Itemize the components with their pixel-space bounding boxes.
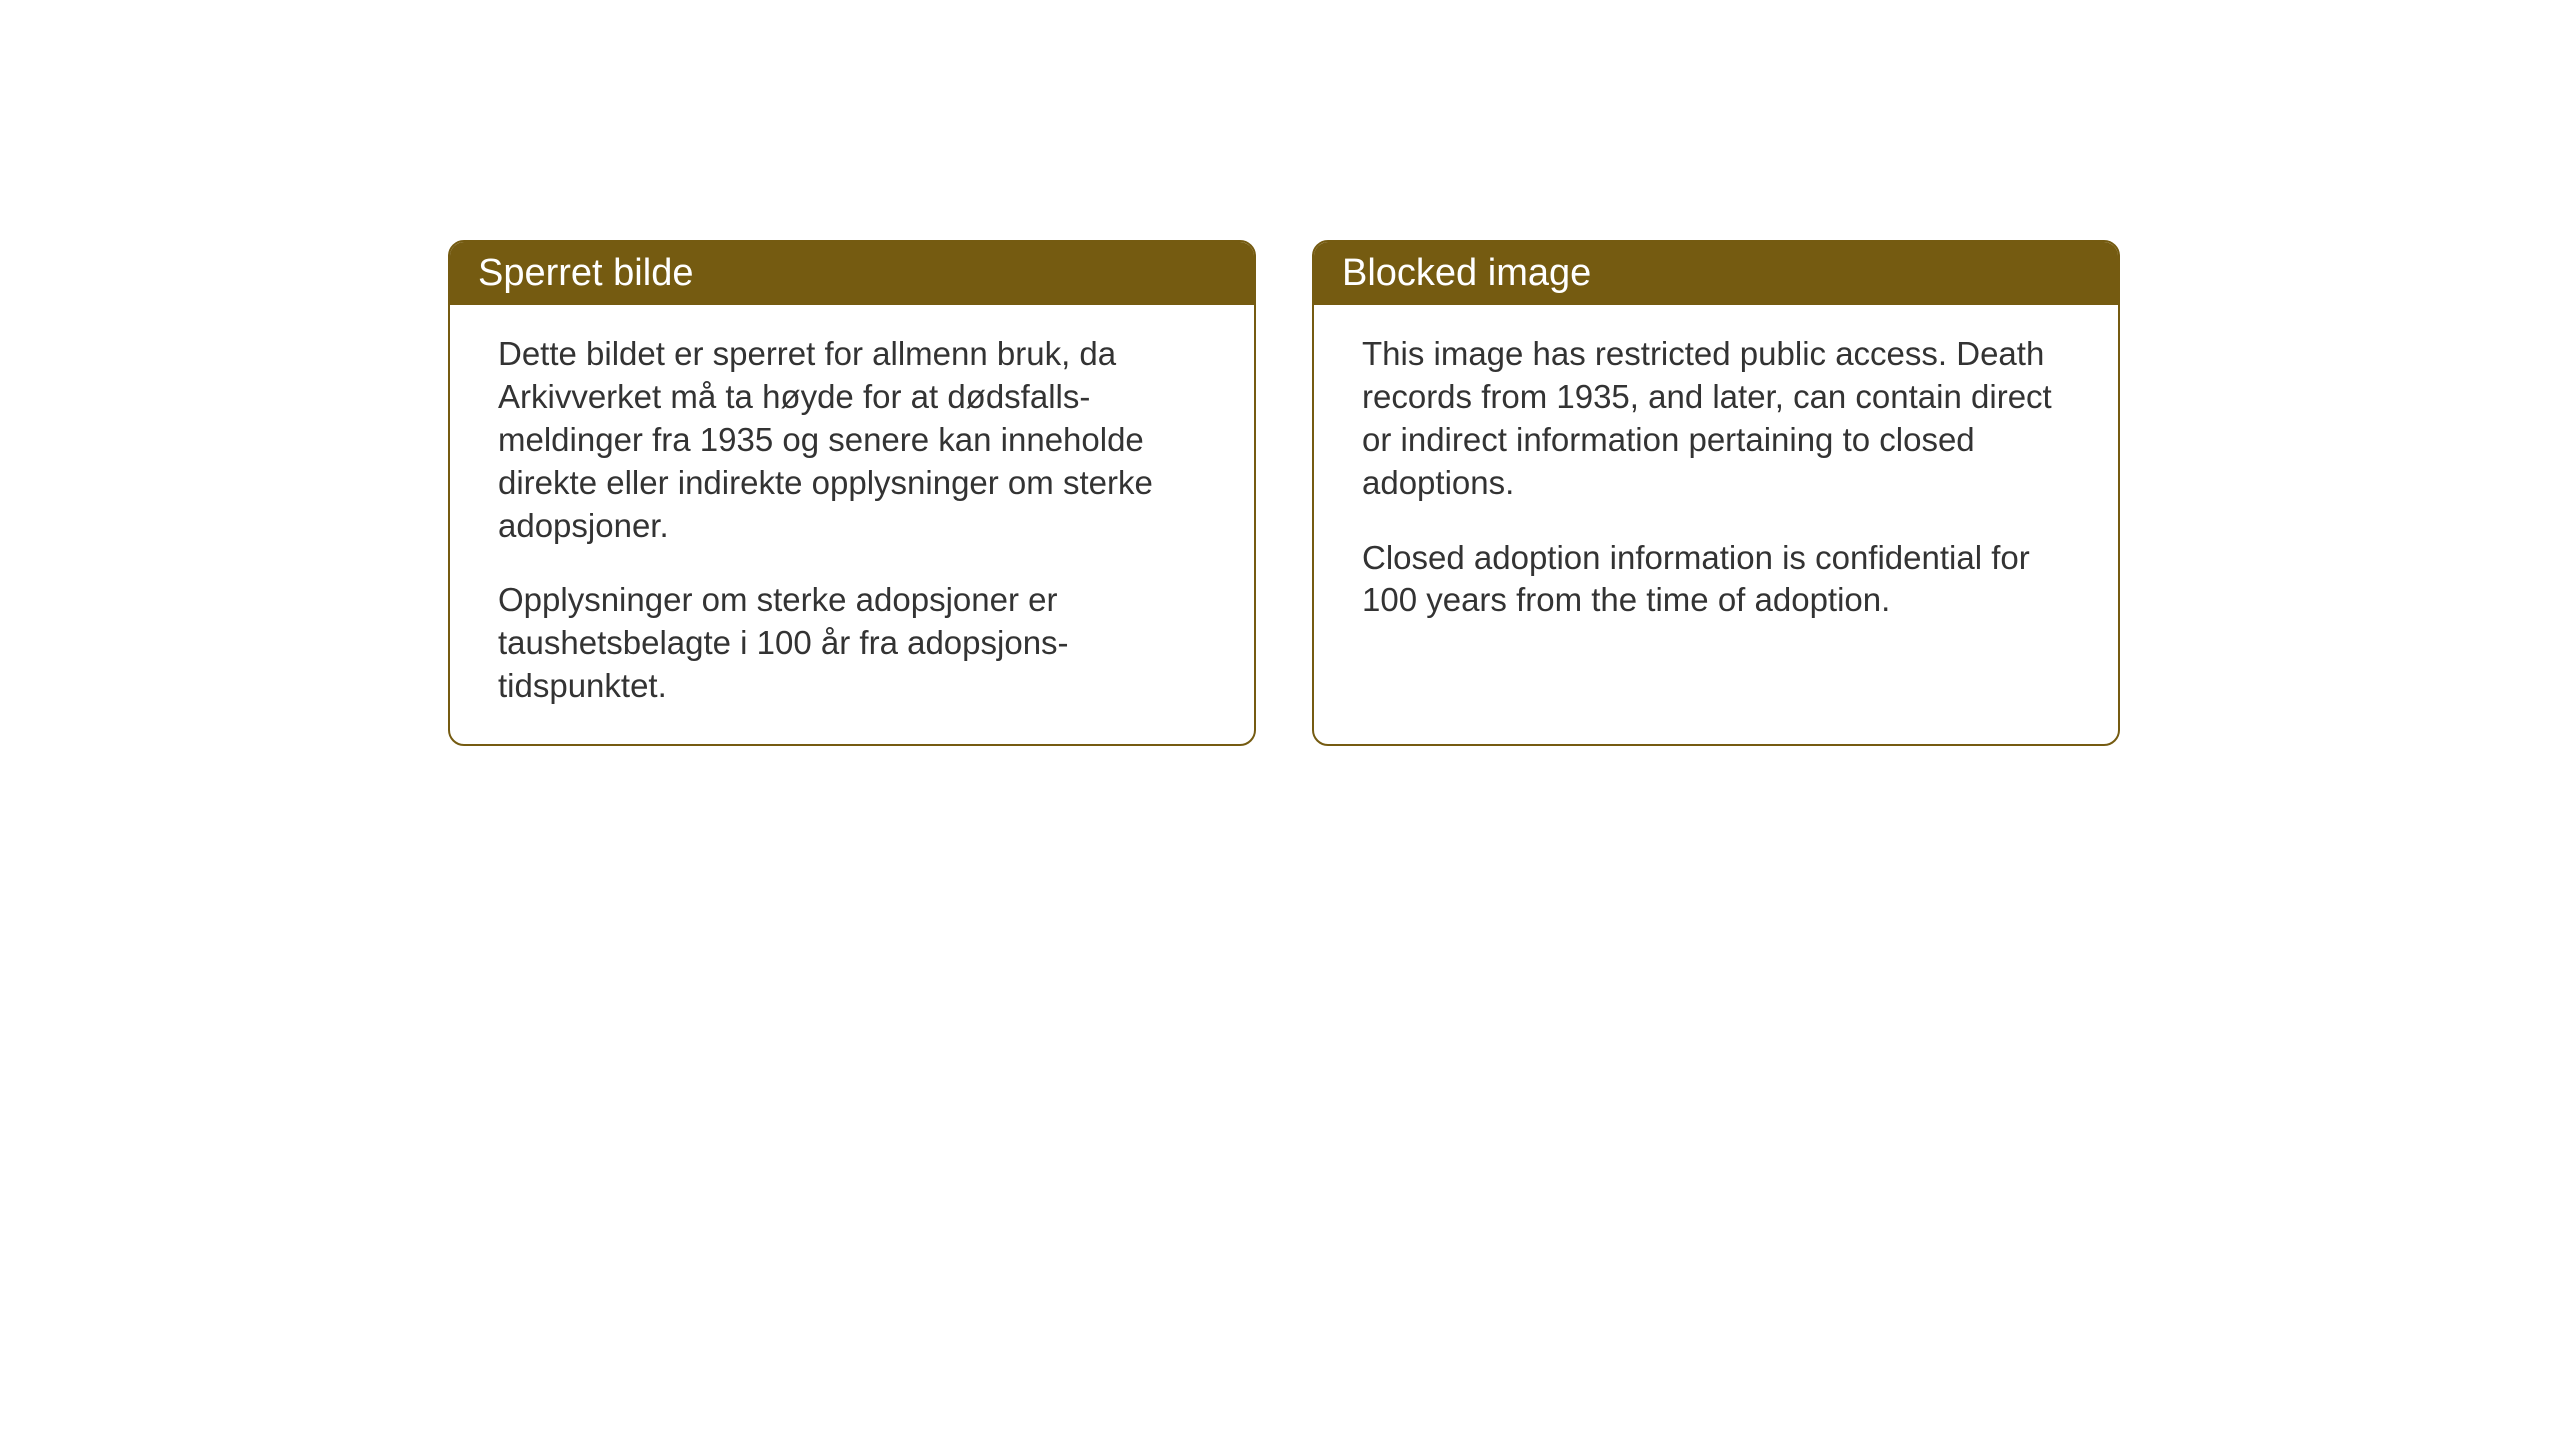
notice-card-norwegian: Sperret bilde Dette bildet er sperret fo… <box>448 240 1256 746</box>
card-header-english: Blocked image <box>1314 242 2118 305</box>
card-paragraph-1-english: This image has restricted public access.… <box>1362 333 2070 505</box>
card-paragraph-2-english: Closed adoption information is confident… <box>1362 537 2070 623</box>
card-paragraph-1-norwegian: Dette bildet er sperret for allmenn bruk… <box>498 333 1206 547</box>
card-title-norwegian: Sperret bilde <box>478 252 693 294</box>
card-header-norwegian: Sperret bilde <box>450 242 1254 305</box>
card-title-english: Blocked image <box>1342 252 1591 294</box>
card-body-english: This image has restricted public access.… <box>1314 305 2118 716</box>
card-body-norwegian: Dette bildet er sperret for allmenn bruk… <box>450 305 1254 744</box>
notice-cards-container: Sperret bilde Dette bildet er sperret fo… <box>448 240 2120 746</box>
notice-card-english: Blocked image This image has restricted … <box>1312 240 2120 746</box>
card-paragraph-2-norwegian: Opplysninger om sterke adopsjoner er tau… <box>498 579 1206 708</box>
